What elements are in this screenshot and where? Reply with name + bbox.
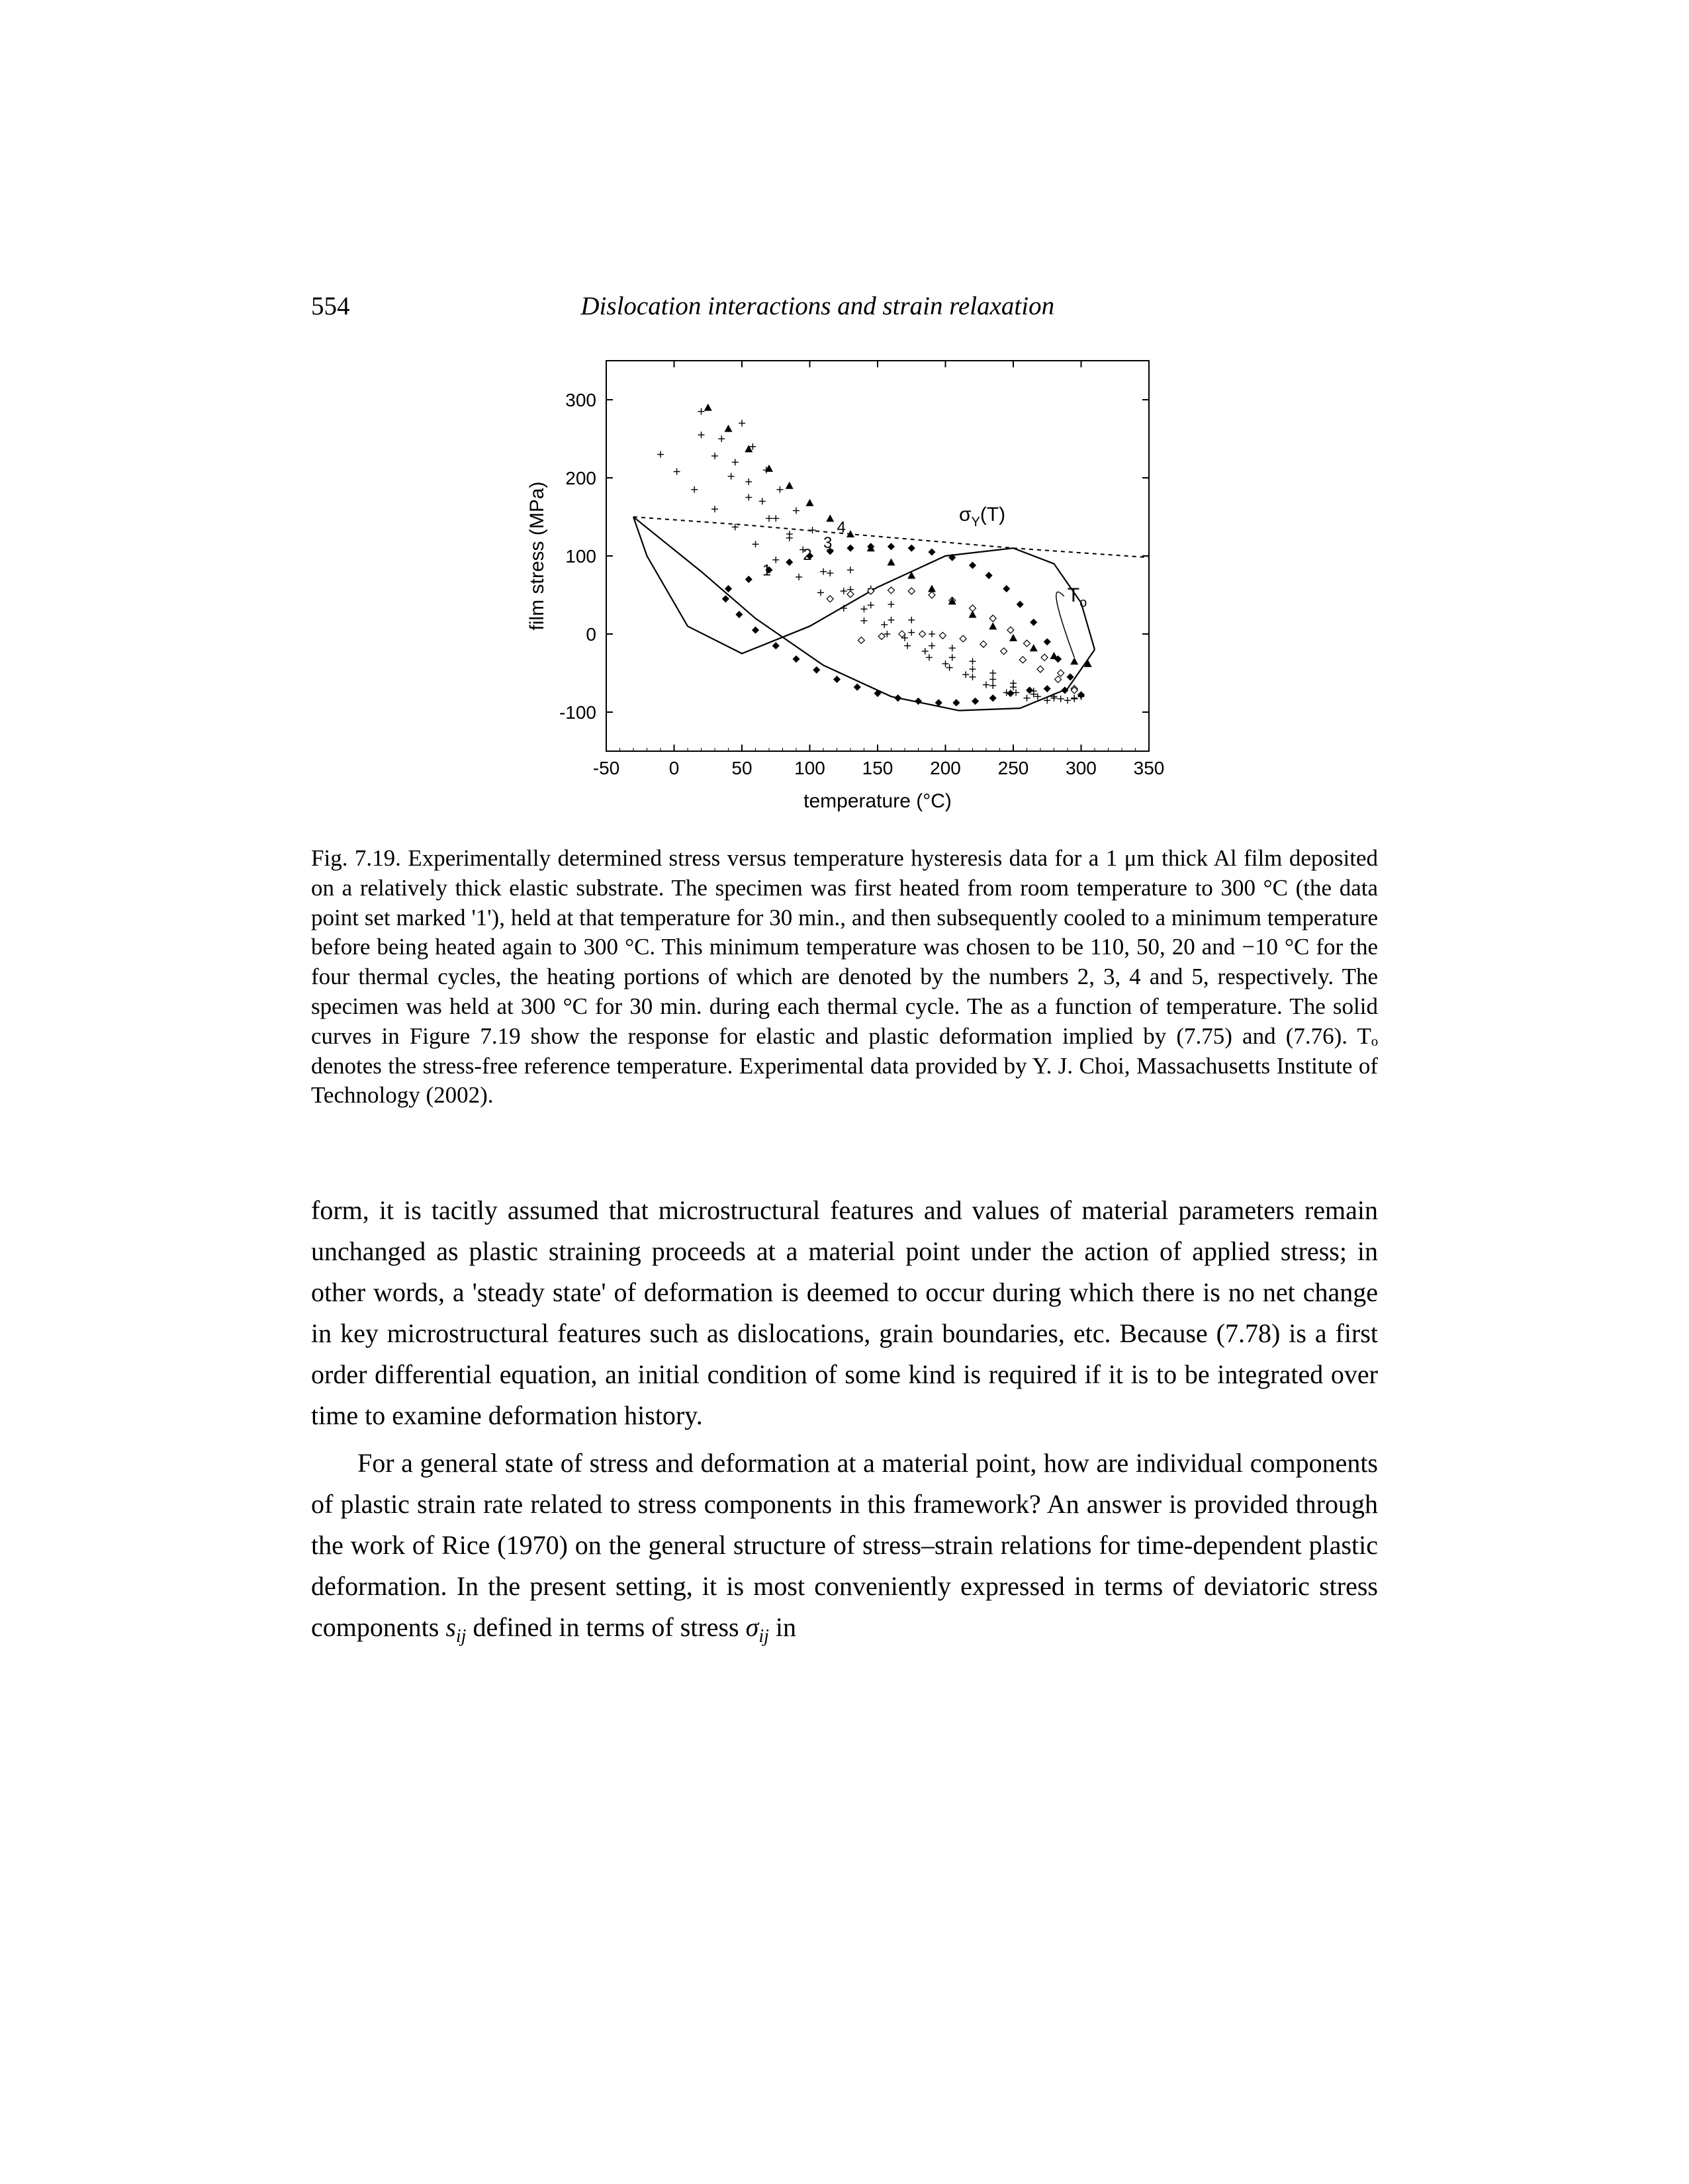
svg-text:100: 100: [565, 546, 596, 567]
svg-text:0: 0: [586, 624, 596, 645]
svg-text:film stress (MPa): film stress (MPa): [526, 482, 548, 631]
svg-text:To: To: [1068, 584, 1087, 610]
figure-caption: Fig. 7.19. Experimentally determined str…: [311, 844, 1378, 1111]
body-paragraph-2: For a general state of stress and deform…: [311, 1443, 1378, 1651]
svg-text:1: 1: [762, 562, 771, 580]
svg-text:350: 350: [1134, 758, 1165, 778]
body-paragraph-1: form, it is tacitly assumed that microst…: [311, 1190, 1378, 1436]
svg-text:100: 100: [794, 758, 825, 778]
svg-text:200: 200: [565, 468, 596, 488]
svg-text:150: 150: [862, 758, 893, 778]
svg-text:temperature (°C): temperature (°C): [803, 790, 952, 812]
svg-text:3: 3: [823, 534, 832, 552]
svg-text:250: 250: [998, 758, 1029, 778]
caption-text: Experimentally determined stress versus …: [311, 845, 1378, 1108]
running-title: Dislocation interactions and strain rela…: [297, 291, 1339, 321]
stress-temperature-chart: -50 0 50 100 150 200 250 300 350 -100 0 100 200 300 te…: [520, 347, 1169, 824]
svg-text:300: 300: [1066, 758, 1097, 778]
caption-label: Fig. 7.19.: [311, 845, 401, 871]
figure-7-19: -50 0 50 100 150 200 250 300 350 -100 0 100 200 300 te…: [311, 347, 1378, 824]
svg-text:-100: -100: [559, 702, 596, 723]
svg-text:-50: -50: [593, 758, 619, 778]
svg-text:σY(T): σY(T): [959, 504, 1005, 529]
svg-text:300: 300: [565, 390, 596, 410]
svg-text:50: 50: [731, 758, 752, 778]
svg-text:0: 0: [669, 758, 680, 778]
page-header: 554 Dislocation interactions and strain …: [311, 291, 1378, 321]
svg-text:200: 200: [930, 758, 961, 778]
page: 554 Dislocation interactions and strain …: [0, 0, 1689, 2184]
svg-text:2: 2: [803, 546, 811, 564]
svg-text:4: 4: [837, 519, 846, 537]
